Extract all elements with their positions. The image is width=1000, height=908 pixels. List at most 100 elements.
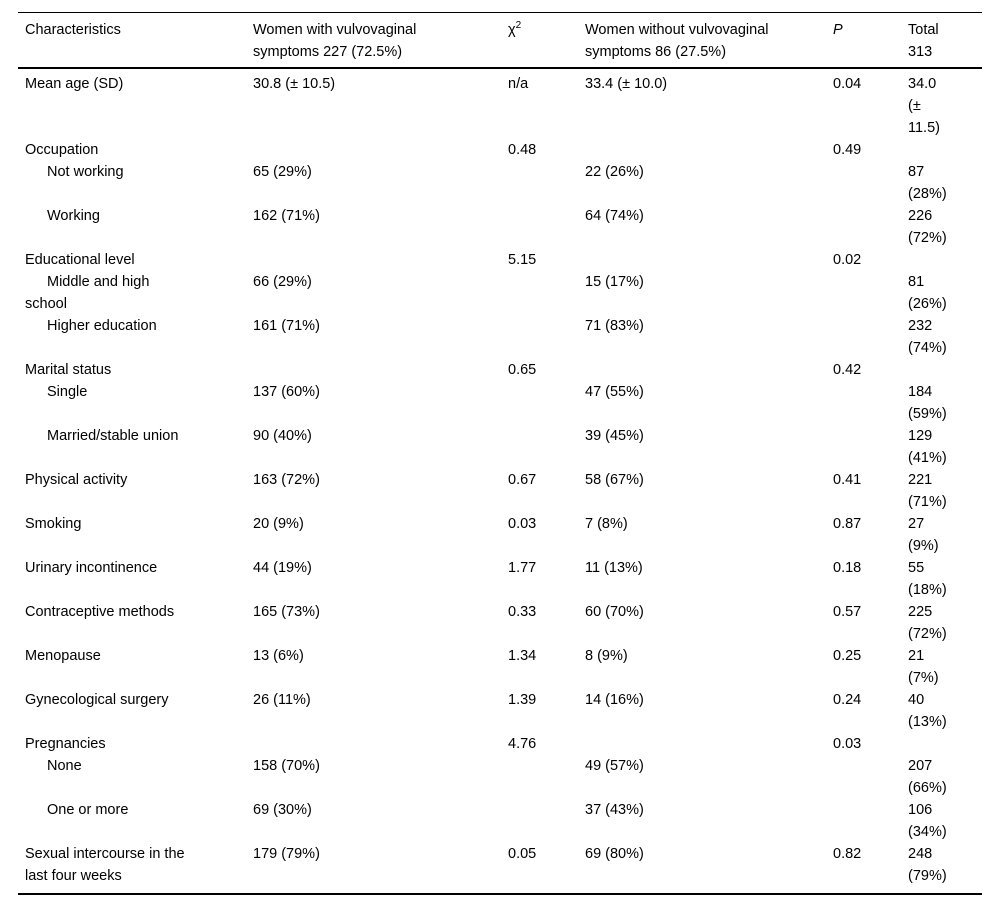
characteristic-cell: Marital status: [25, 362, 112, 378]
women-with-value-cell: 137 (60%): [253, 384, 320, 400]
table-row: Married/stable union 90 (40%) 39 (45%) 129 …: [18, 425, 982, 469]
chi-square-value-cell: n/a: [508, 76, 529, 92]
total-value-cell: 226 (72%): [908, 208, 947, 246]
p-value-cell: 0.18: [833, 560, 862, 576]
characteristic-cell: Mean age (SD): [25, 76, 124, 92]
total-value-cell: 34.0 (± 11.5): [908, 76, 940, 136]
total-value-cell: 40 (13%): [908, 692, 947, 730]
table-row: Working 162 (71%) 64 (74%) 226 (72%): [18, 205, 982, 249]
women-with-value-cell: 162 (71%): [253, 208, 320, 224]
col-header-women-with-symptoms: Women with vulvovaginal symptoms 227 (72…: [246, 12, 501, 69]
table-row: Urinary incontinence 44 (19%) 1.77 11 (13%)…: [18, 557, 982, 601]
total-value-cell: 81 (26%): [908, 274, 947, 312]
p-value-cell: 0.04: [833, 76, 862, 92]
total-value-cell: 221 (71%): [908, 472, 947, 510]
total-value-cell: 106 (34%): [908, 802, 947, 840]
chi-square-value-cell: 0.48: [508, 142, 537, 158]
characteristic-cell: Not working: [47, 164, 124, 180]
women-without-value-cell: [578, 139, 826, 161]
chi-square-value-cell: [501, 799, 578, 843]
col-header-characteristics: Characteristics: [18, 12, 246, 69]
p-value-cell: 0.49: [833, 142, 862, 158]
p-value-cell: [826, 799, 901, 843]
table-row: Smoking 20 (9%) 0.03 7 (8%) 0.87 27 (9%): [18, 513, 982, 557]
women-with-value-cell: 69 (30%): [253, 802, 312, 818]
women-with-value-cell: 44 (19%): [253, 560, 312, 576]
chi-square-value-cell: 4.76: [508, 736, 537, 752]
chi-square-symbol: χ: [508, 22, 516, 38]
women-with-value-cell: 20 (9%): [253, 516, 304, 532]
women-without-value-cell: 7 (8%): [585, 516, 628, 532]
total-value-cell: [901, 249, 982, 271]
table-row: Mean age (SD) 30.8 (± 10.5) n/a 33.4 (± 10.…: [18, 68, 982, 139]
characteristic-cell: Urinary incontinence: [25, 560, 158, 576]
chi-square-value-cell: 1.77: [508, 560, 537, 576]
women-without-value-cell: 14 (16%): [585, 692, 644, 708]
women-without-value-cell: 49 (57%): [585, 758, 644, 774]
table-row: Menopause 13 (6%) 1.34 8 (9%) 0.25 21 (7%): [18, 645, 982, 689]
total-value-cell: 27 (9%): [908, 516, 939, 554]
table-row: Contraceptive methods 165 (73%) 0.33 60 (70…: [18, 601, 982, 645]
total-value-cell: 87 (28%): [908, 164, 947, 202]
p-value-cell: 0.25: [833, 648, 862, 664]
table-row: Occupation 0.48 0.49: [18, 139, 982, 161]
p-value-cell: 0.57: [833, 604, 862, 620]
women-without-value-cell: 58 (67%): [585, 472, 644, 488]
total-value-cell: [901, 733, 982, 755]
characteristic-cell: Sexual intercourse in the last four week…: [25, 846, 185, 884]
women-without-value-cell: 71 (83%): [585, 318, 644, 334]
p-value-cell: 0.02: [833, 252, 862, 268]
col-header-women-without-symptoms: Women without vulvovaginal symptoms 86 (…: [578, 12, 826, 69]
characteristic-cell: Occupation: [25, 142, 99, 158]
characteristic-cell: Contraceptive methods: [25, 604, 175, 620]
table-row: Sexual intercourse in the last four week…: [18, 843, 982, 894]
women-with-value-cell: 90 (40%): [253, 428, 312, 444]
col-header-total: Total 313: [901, 12, 982, 69]
chi-square-value-cell: 0.65: [508, 362, 537, 378]
p-value-cell: 0.03: [833, 736, 862, 752]
chi-square-value-cell: [501, 755, 578, 799]
women-with-value-cell: 13 (6%): [253, 648, 304, 664]
table-row: Gynecological surgery 26 (11%) 1.39 14 (16%…: [18, 689, 982, 733]
women-without-value-cell: 22 (26%): [585, 164, 644, 180]
table-row: None 158 (70%) 49 (57%) 207 (66%): [18, 755, 982, 799]
characteristic-cell: Higher education: [47, 318, 157, 334]
p-value-cell: [826, 425, 901, 469]
p-value-cell: 0.41: [833, 472, 862, 488]
total-value-cell: 21 (7%): [908, 648, 939, 686]
characteristic-cell: Menopause: [25, 648, 101, 664]
characteristic-cell: Smoking: [25, 516, 82, 532]
chi-square-value-cell: 0.03: [508, 516, 537, 532]
women-with-value-cell: 65 (29%): [253, 164, 312, 180]
col-header-chi-square: χ2: [501, 12, 578, 69]
women-without-value-cell: 47 (55%): [585, 384, 644, 400]
chi-square-value-cell: [501, 381, 578, 425]
women-with-value-cell: 179 (79%): [253, 846, 320, 862]
characteristic-cell: Pregnancies: [25, 736, 106, 752]
p-value-cell: 0.87: [833, 516, 862, 532]
characteristic-cell: Married/stable union: [47, 428, 179, 444]
characteristic-cell: Educational level: [25, 252, 135, 268]
women-without-value-cell: 39 (45%): [585, 428, 644, 444]
women-without-value-cell: [578, 359, 826, 381]
characteristic-cell: Working: [47, 208, 100, 224]
chi-square-value-cell: [501, 271, 578, 315]
col-header-p-value: P: [826, 12, 901, 69]
chi-square-value-cell: [501, 315, 578, 359]
p-value-cell: [826, 755, 901, 799]
p-value-cell: [826, 205, 901, 249]
p-value-cell: 0.82: [833, 846, 862, 862]
chi-square-exponent: 2: [515, 20, 522, 32]
characteristic-cell: Physical activity: [25, 472, 128, 488]
chi-square-value-cell: [501, 161, 578, 205]
table-row: Middle and high school 66 (29%) 15 (17%) 81…: [18, 271, 982, 315]
characteristic-cell: Gynecological surgery: [25, 692, 169, 708]
women-without-value-cell: 60 (70%): [585, 604, 644, 620]
women-with-value-cell: [246, 249, 501, 271]
p-value-cell: [826, 161, 901, 205]
women-with-value-cell: [246, 139, 501, 161]
chi-square-value-cell: [501, 205, 578, 249]
women-with-value-cell: 165 (73%): [253, 604, 320, 620]
women-without-value-cell: [578, 733, 826, 755]
characteristic-cell: Single: [47, 384, 88, 400]
